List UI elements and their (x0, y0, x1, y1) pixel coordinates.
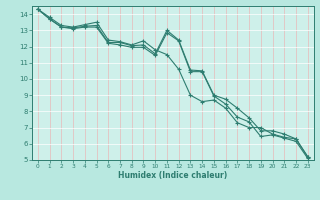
X-axis label: Humidex (Indice chaleur): Humidex (Indice chaleur) (118, 171, 228, 180)
